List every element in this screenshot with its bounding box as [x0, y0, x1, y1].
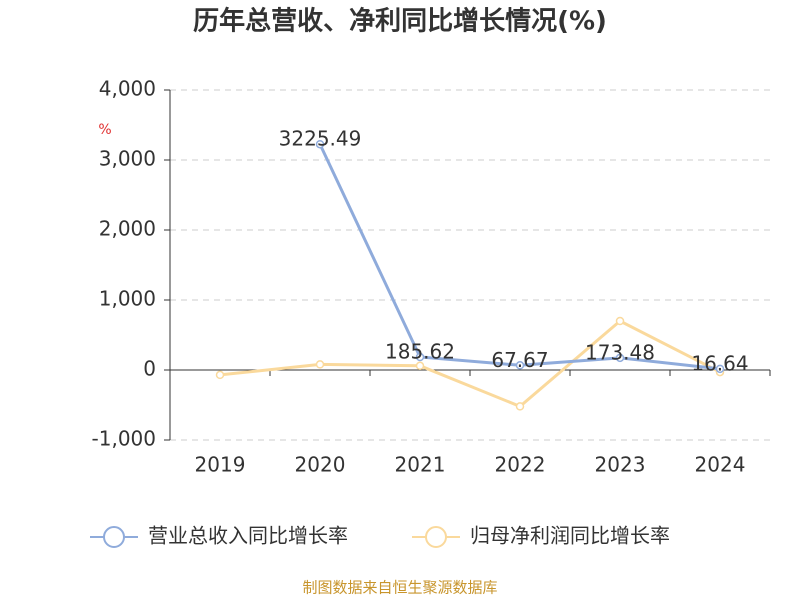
- x-tick-label: 2024: [695, 453, 746, 477]
- y-tick-label: 2,000: [99, 217, 156, 241]
- point: [215, 370, 225, 380]
- data-label: 185.62: [385, 340, 455, 364]
- source-note: 制图数据来自恒生聚源数据库: [302, 579, 497, 597]
- chart-title: 历年总营收、净利同比增长情况(%): [193, 6, 607, 37]
- x-tick-label: 2022: [495, 453, 546, 477]
- series-line: [318, 143, 721, 371]
- legend-marker: [425, 526, 447, 548]
- data-label: 3225.49: [279, 127, 362, 151]
- data-label: 16.64: [691, 351, 748, 375]
- point: [415, 352, 425, 362]
- point: [415, 361, 425, 371]
- point: [515, 402, 525, 411]
- y-tick-label: 3,000: [99, 147, 156, 171]
- series-line: [219, 319, 721, 409]
- y-tick-label: 4,000: [99, 77, 156, 101]
- data-label: 67.67: [491, 348, 548, 372]
- x-tick-label: 2019: [195, 453, 246, 477]
- legend-label: 营业总收入同比增长率: [148, 524, 348, 548]
- point: [315, 139, 325, 149]
- point: [315, 360, 325, 369]
- point: [715, 364, 725, 374]
- point: [515, 361, 525, 370]
- y-tick-label: -1,000: [92, 427, 156, 451]
- legend-marker: [103, 526, 125, 548]
- x-tick-label: 2021: [395, 453, 446, 477]
- point: [615, 353, 625, 363]
- y-tick-label: 0: [143, 357, 156, 381]
- y-tick-label: 1,000: [99, 287, 156, 311]
- legend-label: 归母净利润同比增长率: [470, 524, 670, 548]
- x-tick-label: 2020: [295, 453, 346, 477]
- y-axis-label: %: [98, 122, 111, 138]
- x-tick-label: 2023: [595, 453, 646, 477]
- point: [615, 316, 625, 326]
- data-label: 173.48: [585, 340, 655, 364]
